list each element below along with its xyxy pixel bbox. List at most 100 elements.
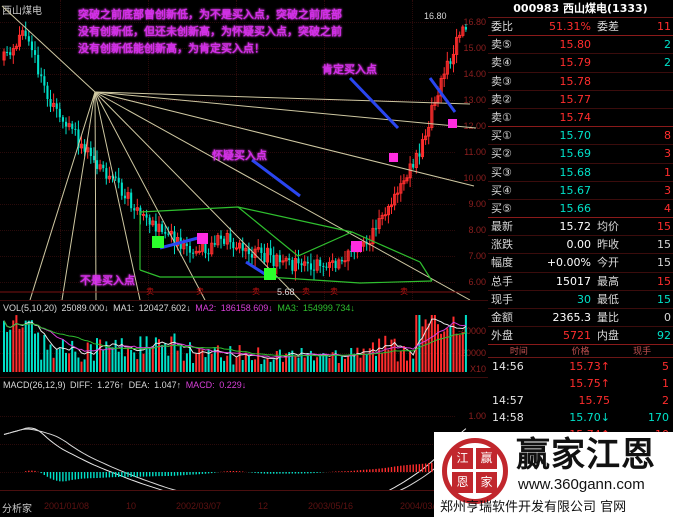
trend-channel <box>139 206 433 284</box>
quote-row[interactable]: 现手 30 最低 15 <box>488 291 673 309</box>
quote-row-value2: 11 <box>657 20 671 33</box>
date-tick: 2003/05/16 <box>308 501 354 511</box>
quote-row-value: 15.78 <box>559 74 592 88</box>
macd-label: MACD: <box>185 380 215 390</box>
quote-row[interactable]: 涨跌 0.00 昨收 15 <box>488 236 673 255</box>
quote-row-label: 卖③ <box>491 74 512 88</box>
quote-panel[interactable]: 000983 西山煤电(1333) 委比 51.31% 委差 11 卖⑤ 15.80 2 卖④… <box>488 0 673 517</box>
annotation-main-note: 突破之前底部曾创新低，为不是买入点，突破之前底部没有创新低，但还未创新高，为怀疑… <box>78 8 342 55</box>
quote-row-label2 <box>596 145 635 162</box>
chart-symbol-label: 西山煤电 <box>2 6 42 17</box>
quote-row-value: 15.66 <box>559 201 592 215</box>
svg-text:卖: 卖 <box>400 287 408 296</box>
price-axis-tick: 15.00 <box>463 43 486 53</box>
volume-ma3-label: MA3: <box>277 303 299 313</box>
quote-row-value2: 15 <box>657 238 671 252</box>
quote-row[interactable]: 卖④ 15.79 2 <box>488 54 673 73</box>
price-axis-tick: 7.00 <box>468 251 486 261</box>
quote-row[interactable]: 买④ 15.67 3 <box>488 182 673 200</box>
quote-row[interactable]: 买③ 15.68 1 <box>488 164 673 182</box>
quote-row-value: 15.77 <box>559 92 592 106</box>
quote-row-value2 <box>635 91 673 108</box>
chart-column[interactable]: 西山煤电 16.80 15.00 14.00 13.00 12.00 <box>0 0 488 517</box>
quote-row-value2: 8 <box>664 129 671 143</box>
tick-row[interactable]: 14:58 15.70↓ 170 <box>488 409 673 426</box>
quote-row-value: 2365.3 <box>552 311 592 324</box>
quote-row-value2: 15 <box>657 256 671 270</box>
quote-row-value2: 15 <box>657 274 671 288</box>
quote-row-label: 买① <box>491 129 512 143</box>
quote-row-label2: 昨收 <box>597 238 619 252</box>
volume-ma2-label: MA2: <box>195 303 217 313</box>
price-chart-pane[interactable]: 西山煤电 16.80 15.00 14.00 13.00 12.00 <box>0 0 488 300</box>
tick-time: 14:56 <box>492 360 524 374</box>
quote-row-value2: 92 <box>657 329 671 343</box>
quote-row-label: 委比 <box>491 20 513 33</box>
price-axis-tick: 12.00 <box>463 121 486 131</box>
tick-volume: 5 <box>662 360 669 374</box>
quote-row[interactable]: 买① 15.70 8 <box>488 127 673 146</box>
tick-price: 15.75 <box>578 394 611 408</box>
quote-row-value: 15017 <box>556 274 591 288</box>
quote-row-label: 买② <box>491 147 512 161</box>
quote-row-label2 <box>596 91 635 108</box>
gridline <box>0 178 455 179</box>
quote-row[interactable]: 卖① 15.74 <box>488 109 673 128</box>
tick-row[interactable]: 14:56 15.73↑ 5 <box>488 358 673 375</box>
volume-ma3-value: 154999.734↓ <box>302 303 355 313</box>
volume-indicator-name: VOL(5,10,20) <box>3 303 58 313</box>
macd-dea-label: DEA: <box>128 380 150 390</box>
tick-price: 15.70↓ <box>569 411 610 425</box>
gridline <box>0 126 455 127</box>
volume-axis-tick: X10 <box>469 364 486 374</box>
quote-row-label: 卖① <box>491 110 512 124</box>
quote-row[interactable]: 卖⑤ 15.80 2 <box>488 36 673 55</box>
tick-volume: 2 <box>662 394 669 408</box>
tick-rows[interactable]: 14:56 15.73↑ 5 15.75↑ 1 14:57 15.75 2 14:58 15.70… <box>488 358 673 443</box>
quote-row-label2: 今开 <box>597 256 619 270</box>
quote-row[interactable]: 幅度 +0.00% 今开 15 <box>488 254 673 273</box>
gridline <box>0 416 455 417</box>
price-low-label: 5.68 <box>277 287 295 297</box>
quote-rows[interactable]: 委比 51.31% 委差 11 卖⑤ 15.80 2 卖④ 15.79 2 卖③ 15.78 卖② 15.… <box>488 18 673 346</box>
quote-row-value2: 4 <box>664 201 671 215</box>
macd-pane[interactable]: MACD(26,12,9) DIFF: 1.276↑ DEA: 1.047↑ M… <box>0 377 488 491</box>
gridline <box>0 230 455 231</box>
quote-row-label2: 内盘 <box>597 329 619 343</box>
annotation-doubtful-buy: 怀疑买入点 <box>212 149 267 162</box>
gridline <box>0 48 455 49</box>
price-high-label: 16.80 <box>424 11 447 21</box>
quote-row[interactable]: 卖③ 15.78 <box>488 73 673 91</box>
quote-row[interactable]: 最新 15.72 均价 15 <box>488 218 673 237</box>
company-name: 郑州亨瑞软件开发有限公司 官网 <box>440 500 627 515</box>
date-axis-pane: 分析家 2001/01/08 10 2002/03/07 12 2003/05/… <box>0 490 488 517</box>
macd-lines-layer <box>3 427 467 491</box>
quote-row[interactable]: 买② 15.69 3 <box>488 145 673 164</box>
quote-row-label2: 最低 <box>597 292 619 306</box>
tick-row[interactable]: 15.75↑ 1 <box>488 375 673 392</box>
svg-text:卖: 卖 <box>252 287 260 296</box>
quote-row-value: 15.79 <box>559 56 592 70</box>
date-tick: 2002/03/07 <box>176 501 222 511</box>
quote-row-label: 金额 <box>491 311 513 324</box>
date-tick: 10 <box>126 501 137 511</box>
quote-row-value2: 2 <box>664 38 671 52</box>
volume-axis-tick: -20000 <box>457 348 486 358</box>
quote-row[interactable]: 买⑤ 15.66 4 <box>488 200 673 219</box>
quote-row[interactable]: 外盘 5721 内盘 92 <box>488 327 673 346</box>
quote-row[interactable]: 卖② 15.77 <box>488 91 673 109</box>
quote-row-value2 <box>635 109 673 126</box>
quote-row[interactable]: 金额 2365.3 量比 0 <box>488 309 673 328</box>
gridline <box>0 472 455 473</box>
quote-row[interactable]: 总手 15017 最高 15 <box>488 273 673 291</box>
quote-row[interactable]: 委比 51.31% 委差 11 <box>488 18 673 37</box>
tick-price: 15.73↑ <box>569 360 610 374</box>
tick-row[interactable]: 14:57 15.75 2 <box>488 392 673 409</box>
price-axis-tick: 6.00 <box>468 277 486 287</box>
gridline-v <box>60 0 61 300</box>
quote-row-label: 现手 <box>491 292 513 306</box>
volume-pane[interactable]: VOL(5,10,20) 25089.000↓ MA1: 120427.602↓… <box>0 300 488 378</box>
quote-row-value: 15.67 <box>559 183 592 197</box>
quote-row-label2: 委差 <box>597 20 619 33</box>
